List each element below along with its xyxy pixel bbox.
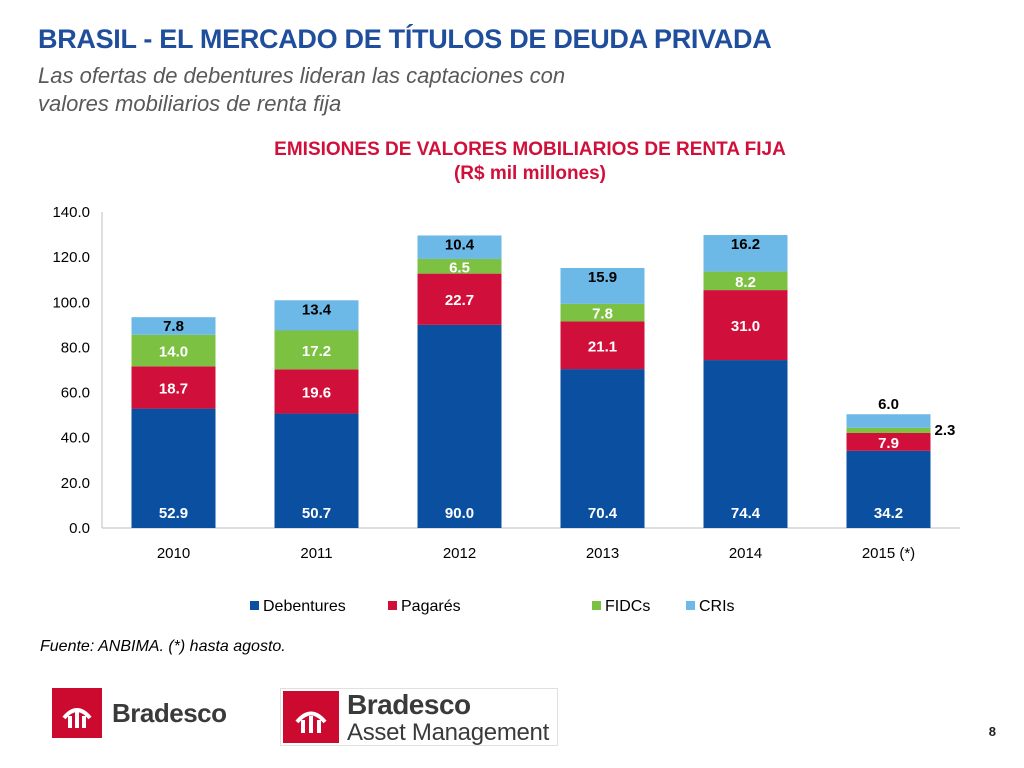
legend-swatch	[592, 601, 601, 610]
bradesco-am-logo-mark	[283, 691, 339, 743]
bradesco-logo-text: Bradesco	[112, 698, 227, 728]
bradesco-asset-management-logo: Bradesco Asset Management	[280, 688, 558, 746]
bar-segment-cris	[417, 235, 502, 259]
bar-segment-fidcs	[417, 258, 502, 274]
data-label: 90.0	[445, 505, 474, 522]
bar-segment-pagars	[417, 273, 502, 325]
legend-swatch	[388, 601, 397, 610]
bar-segment-debentures	[846, 450, 931, 528]
y-tick-label: 20.0	[61, 475, 90, 492]
data-label: 7.8	[592, 306, 613, 323]
bar-segment-pagars	[703, 290, 788, 361]
bar-segment-fidcs	[131, 334, 216, 367]
data-label: 16.2	[731, 236, 760, 253]
data-label: 7.8	[163, 318, 184, 335]
data-label: 19.6	[302, 384, 331, 401]
data-label: 70.4	[588, 505, 618, 522]
bar-segment-pagars	[131, 366, 216, 409]
bradesco-am-logo-name: Bradesco	[347, 689, 471, 720]
x-tick-label: 2015 (*)	[862, 545, 915, 562]
x-tick-label: 2013	[586, 545, 619, 562]
y-tick-label: 40.0	[61, 430, 90, 447]
x-tick-label: 2014	[729, 545, 762, 562]
data-label: 2.3	[935, 422, 956, 439]
bar-segment-pagars	[274, 369, 359, 414]
data-label: 14.0	[159, 344, 188, 361]
x-tick-label: 2012	[443, 545, 476, 562]
data-label: 50.7	[302, 505, 331, 522]
bar-segment-cris	[560, 267, 645, 304]
bar-segment-fidcs	[846, 427, 931, 433]
legend-item: FIDCs	[592, 598, 650, 616]
subtitle-line-1: Las ofertas de debentures lideran las ca…	[38, 63, 566, 88]
page-subtitle: Las ofertas de debentures lideran las ca…	[38, 62, 678, 118]
legend-swatch	[686, 601, 695, 610]
chart-title-line-2: (R$ mil millones)	[453, 163, 607, 184]
bar-segment-debentures	[703, 360, 788, 528]
y-tick-label: 140.0	[52, 204, 90, 221]
legend-item: CRIs	[686, 598, 735, 616]
legend-label: Debentures	[263, 598, 346, 615]
y-tick-label: 80.0	[61, 339, 90, 356]
data-label: 6.5	[449, 259, 470, 276]
page-title: BRASIL - EL MERCADO DE TÍTULOS DE DEUDA …	[38, 24, 772, 54]
y-tick-label: 60.0	[61, 385, 90, 402]
data-label: 22.7	[445, 292, 474, 309]
x-tick-label: 2010	[157, 545, 190, 562]
legend-label: FIDCs	[605, 598, 651, 615]
bar-segment-debentures	[560, 369, 645, 528]
page-number: 8	[988, 724, 996, 739]
bar-segment-fidcs	[274, 330, 359, 370]
data-label: 17.2	[302, 343, 331, 360]
stacked-bar-chart: 0.0 20.0 40.0 60.0 80.0 100.0 120.0 140.0 2010 20…	[52, 204, 960, 562]
bar-segment-cris	[703, 235, 788, 272]
data-label: 6.0	[878, 396, 899, 413]
x-tick-label: 2011	[300, 545, 332, 562]
bradesco-logo-mark	[52, 688, 102, 738]
bar-segment-fidcs	[703, 271, 788, 291]
bradesco-logo: Bradesco	[52, 688, 242, 740]
data-label: 21.1	[588, 338, 617, 355]
y-tick-label: 120.0	[52, 249, 90, 266]
source-note: Fuente: ANBIMA. (*) hasta agosto.	[40, 638, 286, 655]
bar-segment-pagars	[846, 432, 931, 451]
data-label: 18.7	[159, 380, 188, 397]
bar-segment-debentures	[274, 413, 359, 528]
subtitle-line-2: valores mobiliarios de renta fija	[38, 91, 342, 116]
data-label: 31.0	[731, 318, 760, 335]
chart-title-line-1: EMISIONES DE VALORES MOBILIARIOS DE RENT…	[274, 139, 786, 160]
bar-segment-debentures	[131, 408, 216, 528]
data-label: 10.4	[445, 236, 475, 253]
data-label: 52.9	[159, 505, 188, 522]
data-label: 7.9	[878, 435, 899, 452]
y-tick-label: 0.0	[69, 520, 90, 537]
legend-swatch	[250, 601, 259, 610]
bar-segment-debentures	[417, 324, 502, 528]
data-label: 15.9	[588, 269, 617, 286]
bar-segment-cris	[846, 414, 931, 428]
y-tick-label: 100.0	[52, 294, 90, 311]
legend-label: Pagarés	[401, 598, 461, 615]
bradesco-am-logo-subtitle: Asset Management	[347, 719, 549, 746]
chart-legend: Debentures Pagarés FIDCs CRIs	[0, 598, 1024, 620]
bar-segment-pagars	[560, 321, 645, 370]
data-label: 74.4	[731, 505, 761, 522]
data-label: 34.2	[874, 505, 903, 522]
bar-segment-cris	[131, 317, 216, 335]
bar-segment-fidcs	[560, 303, 645, 322]
legend-item: Pagarés	[388, 598, 461, 616]
legend-item: Debentures	[250, 598, 346, 616]
data-label: 8.2	[735, 274, 756, 291]
legend-label: CRIs	[699, 598, 735, 615]
bar-segment-cris	[274, 300, 359, 331]
data-label: 13.4	[302, 301, 332, 318]
chart-title: EMISIONES DE VALORES MOBILIARIOS DE RENT…	[150, 138, 910, 186]
